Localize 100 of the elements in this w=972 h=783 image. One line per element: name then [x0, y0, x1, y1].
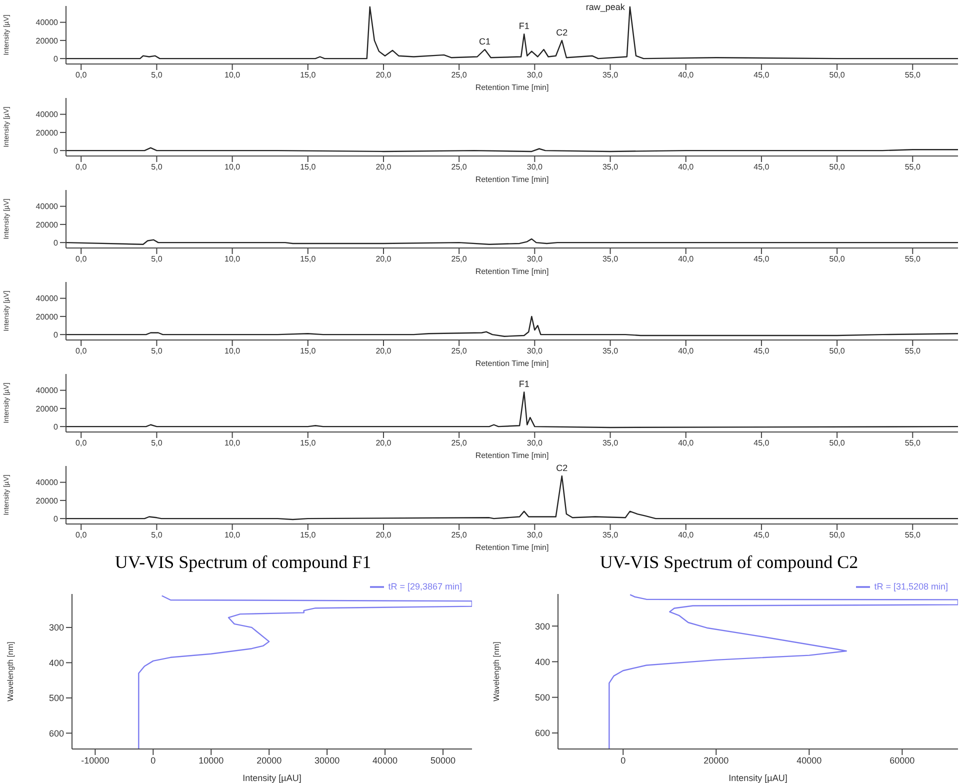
- y-axis-title: Wavelength [nm]: [6, 642, 15, 702]
- annotation: C2: [556, 27, 568, 38]
- x-tick-label: 40,0: [678, 438, 694, 448]
- y-tick-label: 20000: [36, 36, 59, 46]
- x-tick-label: 15,0: [300, 346, 316, 356]
- y-tick-label: 40000: [36, 478, 59, 488]
- x-tick-label: 30,0: [526, 438, 544, 448]
- x-tick-label: 20,0: [376, 70, 392, 80]
- x-tick-label: 45,0: [754, 530, 770, 540]
- x-tick-label: 25,0: [451, 70, 468, 80]
- x-tick-label: 30,0: [526, 162, 544, 172]
- x-tick-label: 50,0: [829, 346, 846, 356]
- x-tick-label: 50000: [430, 755, 456, 766]
- x-axis-title: Intensity [µAU]: [242, 773, 302, 783]
- x-tick-label: 15,0: [300, 254, 316, 264]
- y-tick-label: 40000: [36, 294, 59, 304]
- x-tick-label: 30,0: [526, 254, 544, 264]
- x-tick-label: 5,0: [151, 530, 163, 540]
- y-tick-label: 300: [534, 621, 550, 632]
- chart-title: UV-VIS Spectrum of compound C2: [598, 552, 860, 574]
- x-tick-label: 60000: [890, 755, 915, 766]
- y-tick-label: 0: [54, 54, 59, 64]
- x-tick-label: 50,0: [829, 254, 846, 264]
- y-tick-label: 40000: [36, 202, 59, 212]
- x-axis-title: Retention Time [min]: [475, 175, 549, 184]
- annotation: C1: [479, 36, 491, 46]
- y-tick-label: 400: [534, 656, 550, 667]
- x-axis-title: Retention Time [min]: [475, 543, 549, 552]
- x-tick-label: 40000: [372, 755, 398, 766]
- x-tick-label: 0: [620, 755, 626, 766]
- x-tick-label: 5,0: [151, 346, 163, 356]
- x-tick-label: 20,0: [376, 254, 392, 264]
- legend-label: tR = [29,3867 min]: [388, 581, 462, 592]
- x-tick-label: 10,0: [224, 438, 241, 448]
- x-tick-label: 25,0: [451, 530, 468, 540]
- x-tick-label: 0,0: [76, 346, 88, 356]
- line-series: [608, 594, 958, 749]
- x-tick-label: 35,0: [602, 254, 619, 264]
- line-series: [138, 595, 472, 749]
- x-tick-label: 30,0: [526, 70, 544, 80]
- x-tick-label: 5,0: [151, 162, 163, 172]
- y-tick-label: 20000: [36, 496, 59, 506]
- line-series: [66, 316, 958, 337]
- x-axis-title: Retention Time [min]: [475, 451, 549, 460]
- x-tick-label: 50,0: [829, 70, 846, 80]
- x-tick-label: 50,0: [829, 530, 846, 540]
- x-tick-label: 20,0: [376, 530, 392, 540]
- x-tick-label: 10,0: [224, 70, 241, 80]
- x-tick-label: 45,0: [754, 254, 770, 264]
- y-tick-label: 20000: [36, 404, 59, 414]
- x-tick-label: 5,0: [151, 254, 163, 264]
- x-tick-label: 35,0: [602, 438, 619, 448]
- x-tick-label: 0: [150, 755, 156, 766]
- x-tick-label: 0,0: [76, 254, 88, 264]
- x-tick-label: 35,0: [602, 162, 619, 172]
- x-tick-label: 5,0: [151, 70, 163, 80]
- x-tick-label: -10000: [81, 755, 110, 766]
- x-axis-title: Retention Time [min]: [475, 83, 549, 92]
- x-tick-label: 35,0: [602, 346, 619, 356]
- x-axis-title: Intensity [µAU]: [728, 773, 788, 783]
- x-tick-label: 25,0: [451, 254, 468, 264]
- x-tick-label: 40,0: [678, 254, 694, 264]
- y-tick-label: 400: [48, 658, 64, 668]
- x-tick-label: 40,0: [678, 162, 694, 172]
- x-axis-title: Retention Time [min]: [475, 267, 549, 276]
- y-tick-label: 0: [54, 330, 59, 340]
- x-tick-label: 10,0: [224, 162, 241, 172]
- y-tick-label: 20000: [36, 312, 59, 322]
- x-tick-label: 40,0: [678, 530, 694, 540]
- x-tick-label: 5,0: [151, 438, 163, 448]
- y-axis-title: Wavelength [nm]: [492, 642, 501, 702]
- line-series: [66, 392, 958, 428]
- y-tick-label: 500: [534, 692, 550, 703]
- y-tick-label: 300: [48, 622, 64, 633]
- annotation: F1: [518, 379, 530, 390]
- x-tick-label: 0,0: [76, 70, 88, 80]
- x-tick-label: 30,0: [526, 346, 544, 356]
- y-tick-label: 40000: [36, 18, 59, 28]
- y-tick-label: 600: [48, 728, 64, 738]
- x-axis-title: Retention Time [min]: [475, 359, 549, 368]
- annotation: C2: [556, 462, 568, 473]
- x-tick-label: 35,0: [602, 530, 619, 540]
- line-series: [66, 475, 958, 520]
- y-tick-label: 0: [54, 146, 59, 156]
- x-tick-label: 20,0: [376, 162, 392, 172]
- y-tick-label: 20000: [36, 220, 59, 230]
- chart-title: UV-VIS Spectrum of compound F1: [114, 552, 372, 574]
- x-tick-label: 10,0: [224, 254, 241, 264]
- x-tick-label: 10,0: [224, 530, 241, 540]
- y-tick-label: 0: [54, 514, 59, 524]
- y-tick-label: 40000: [36, 386, 59, 396]
- x-tick-label: 45,0: [754, 438, 770, 448]
- x-tick-label: 30000: [314, 755, 340, 766]
- legend-label: tR = [31,5208 min]: [874, 581, 948, 592]
- x-tick-label: 45,0: [754, 346, 770, 356]
- y-tick-label: 40000: [36, 110, 59, 120]
- x-tick-label: 0,0: [76, 530, 88, 540]
- x-tick-label: 40000: [796, 755, 822, 766]
- x-tick-label: 0,0: [76, 438, 88, 448]
- annotation: raw_peak: [586, 2, 626, 12]
